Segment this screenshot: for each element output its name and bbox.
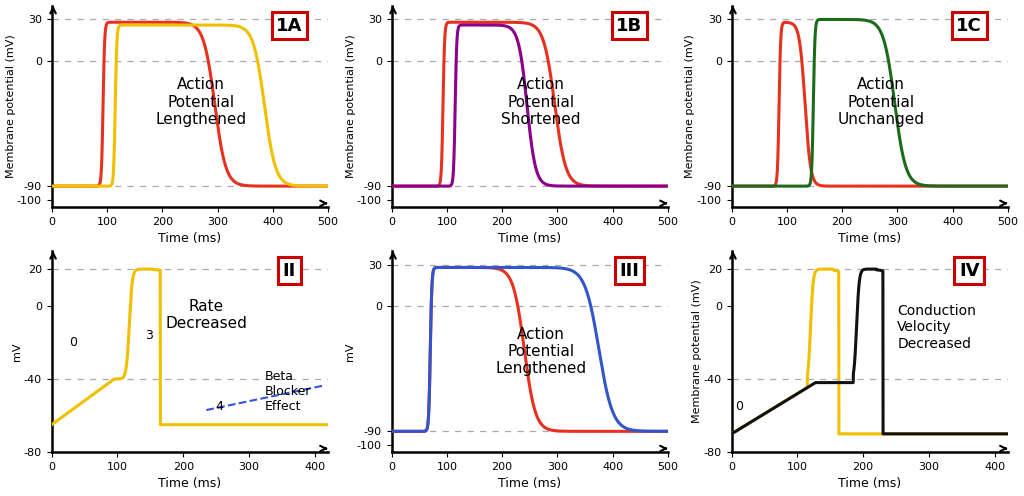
Y-axis label: Membrane potential (mV): Membrane potential (mV)	[5, 34, 15, 178]
Text: Action
Potential
Lengthened: Action Potential Lengthened	[496, 326, 587, 376]
X-axis label: Time (ms): Time (ms)	[159, 232, 221, 245]
X-axis label: Time (ms): Time (ms)	[499, 232, 561, 245]
Text: III: III	[620, 262, 639, 280]
Text: IV: IV	[959, 262, 980, 280]
Text: 1C: 1C	[956, 17, 982, 35]
X-axis label: Time (ms): Time (ms)	[159, 478, 221, 491]
Text: 1B: 1B	[616, 17, 642, 35]
Y-axis label: Membrane potential (mV): Membrane potential (mV)	[692, 280, 702, 424]
Text: 3: 3	[145, 329, 153, 342]
Text: Action
Potential
Lengthened: Action Potential Lengthened	[156, 77, 247, 127]
X-axis label: Time (ms): Time (ms)	[839, 232, 901, 245]
Text: 1A: 1A	[276, 17, 302, 35]
Text: Conduction
Velocity
Decreased: Conduction Velocity Decreased	[897, 304, 976, 351]
Y-axis label: Membrane potential (mV): Membrane potential (mV)	[345, 34, 355, 178]
Text: 4: 4	[215, 400, 223, 413]
X-axis label: Time (ms): Time (ms)	[839, 478, 901, 491]
Text: Beta
Blocker
Effect: Beta Blocker Effect	[264, 370, 311, 413]
Y-axis label: mV: mV	[345, 342, 355, 361]
Text: II: II	[283, 262, 296, 280]
Text: 0: 0	[735, 400, 743, 413]
Text: Action
Potential
Shortened: Action Potential Shortened	[501, 77, 581, 127]
X-axis label: Time (ms): Time (ms)	[499, 478, 561, 491]
Text: Action
Potential
Unchanged: Action Potential Unchanged	[838, 77, 925, 127]
Text: Rate
Decreased: Rate Decreased	[166, 299, 248, 331]
Y-axis label: Membrane potential (mV): Membrane potential (mV)	[685, 34, 695, 178]
Text: 0: 0	[69, 336, 77, 349]
Y-axis label: mV: mV	[12, 342, 23, 361]
